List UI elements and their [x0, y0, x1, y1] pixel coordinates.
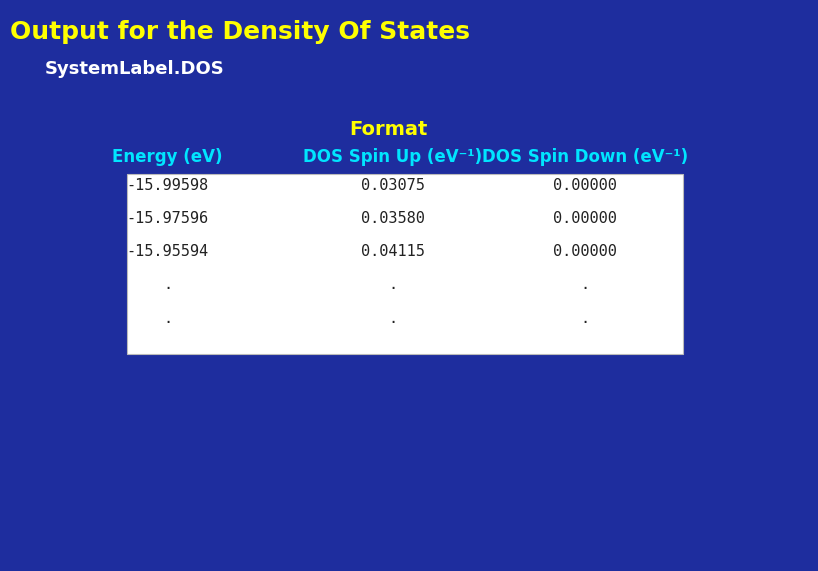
- Text: Output for the Density Of States: Output for the Density Of States: [10, 20, 470, 44]
- Text: 0.04115: 0.04115: [361, 244, 425, 259]
- Text: 0.00000: 0.00000: [553, 244, 617, 259]
- Text: .: .: [388, 311, 398, 325]
- Text: Energy (eV): Energy (eV): [112, 148, 223, 166]
- Text: 0.03580: 0.03580: [361, 211, 425, 226]
- Text: .: .: [580, 311, 590, 325]
- Text: 0.03075: 0.03075: [361, 178, 425, 193]
- Text: -15.99598: -15.99598: [127, 178, 209, 193]
- Text: 0.00000: 0.00000: [553, 178, 617, 193]
- Text: .: .: [163, 311, 173, 325]
- Text: SystemLabel.DOS: SystemLabel.DOS: [45, 60, 225, 78]
- Text: -15.97596: -15.97596: [127, 211, 209, 226]
- Text: DOS Spin Down (eV⁻¹): DOS Spin Down (eV⁻¹): [482, 148, 688, 166]
- Text: DOS Spin Up (eV⁻¹): DOS Spin Up (eV⁻¹): [303, 148, 482, 166]
- Text: 0.00000: 0.00000: [553, 211, 617, 226]
- Text: .: .: [388, 278, 398, 292]
- Text: Format: Format: [349, 120, 428, 139]
- Text: .: .: [163, 278, 173, 292]
- Text: .: .: [580, 278, 590, 292]
- FancyBboxPatch shape: [127, 174, 683, 354]
- Text: -15.95594: -15.95594: [127, 244, 209, 259]
